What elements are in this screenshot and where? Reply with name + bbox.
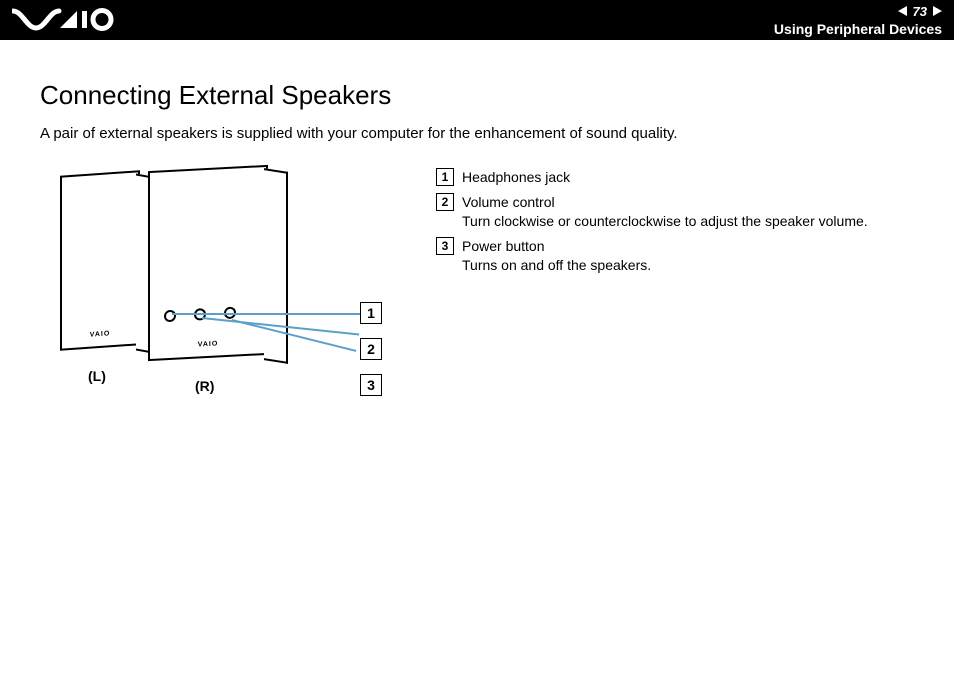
page-navigator: 73 xyxy=(898,4,942,19)
body-layout: VAIO VAIO (L) (R) 1 2 3 xyxy=(40,168,914,398)
header-right: 73 Using Peripheral Devices xyxy=(774,4,942,37)
right-speaker: VAIO xyxy=(148,165,268,361)
section-heading: Using Peripheral Devices xyxy=(774,21,942,37)
legend-num: 1 xyxy=(436,168,454,186)
headphone-jack-icon xyxy=(164,310,176,323)
header-bar: 73 Using Peripheral Devices xyxy=(0,0,954,40)
next-page-arrow-icon[interactable] xyxy=(933,6,942,16)
page-title: Connecting External Speakers xyxy=(40,80,914,111)
speaker-brand-r: VAIO xyxy=(198,340,219,348)
left-speaker: VAIO xyxy=(60,170,140,351)
legend-list: 1 Headphones jack 2 Volume control Turn … xyxy=(436,168,914,280)
callout-num-1: 1 xyxy=(360,302,382,324)
legend-num: 2 xyxy=(436,193,454,211)
legend-text: Volume control Turn clockwise or counter… xyxy=(462,193,868,231)
speaker-figure: VAIO VAIO (L) (R) 1 2 3 xyxy=(40,168,400,398)
legend-item: 3 Power button Turns on and off the spea… xyxy=(436,237,914,275)
speaker-brand-l: VAIO xyxy=(90,330,111,338)
legend-sub: Turn clockwise or counterclockwise to ad… xyxy=(462,212,868,231)
legend-item: 1 Headphones jack xyxy=(436,168,914,187)
prev-page-arrow-icon[interactable] xyxy=(898,6,907,16)
legend-title: Volume control xyxy=(462,194,555,210)
speakers-illustration: VAIO VAIO (L) (R) 1 2 3 xyxy=(60,168,370,398)
legend-title: Headphones jack xyxy=(462,169,570,185)
vaio-logo xyxy=(12,8,122,32)
legend-num: 3 xyxy=(436,237,454,255)
page-number: 73 xyxy=(913,4,927,19)
callout-num-3: 3 xyxy=(360,374,382,396)
callout-num-2: 2 xyxy=(360,338,382,360)
legend-item: 2 Volume control Turn clockwise or count… xyxy=(436,193,914,231)
left-speaker-label: (L) xyxy=(88,368,106,384)
intro-text: A pair of external speakers is supplied … xyxy=(40,125,914,142)
callout-lead-1 xyxy=(172,313,360,315)
callout-numbers: 1 2 3 xyxy=(360,302,382,396)
legend-title: Power button xyxy=(462,238,545,254)
legend-sub: Turns on and off the speakers. xyxy=(462,256,651,275)
right-speaker-label: (R) xyxy=(195,378,214,394)
legend-text: Power button Turns on and off the speake… xyxy=(462,237,651,275)
legend-text: Headphones jack xyxy=(462,168,570,187)
page-content: Connecting External Speakers A pair of e… xyxy=(0,40,954,398)
